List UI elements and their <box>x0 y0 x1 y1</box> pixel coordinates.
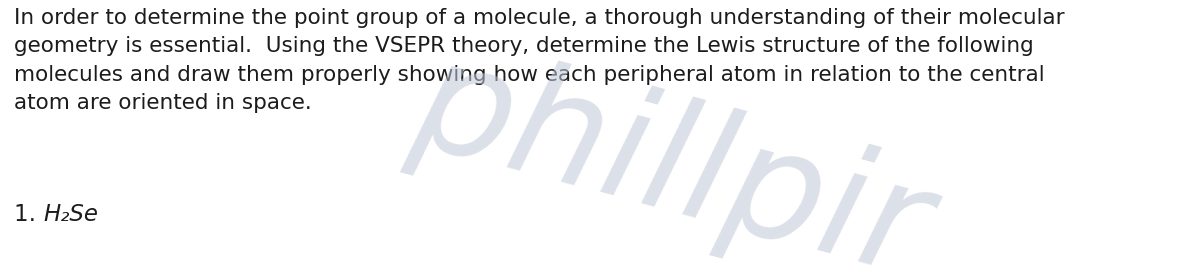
Text: In order to determine the point group of a molecule, a thorough understanding of: In order to determine the point group of… <box>14 8 1066 113</box>
Text: phillpir: phillpir <box>400 28 944 271</box>
Text: 1.: 1. <box>14 203 43 226</box>
Text: H₂Se: H₂Se <box>43 203 98 226</box>
